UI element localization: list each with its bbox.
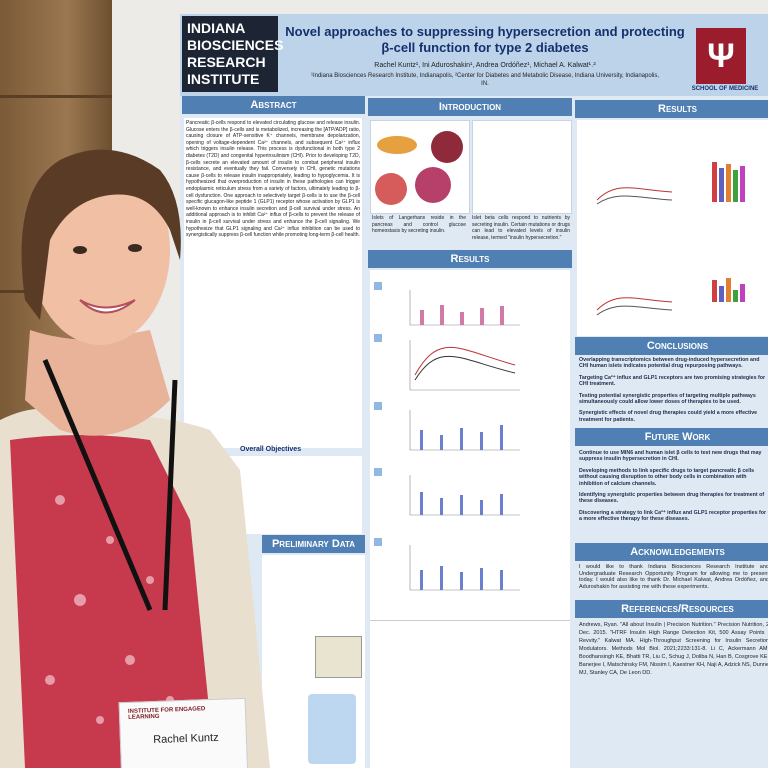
figure-table <box>315 636 362 678</box>
smile <box>79 299 136 314</box>
logo-line: INDIANA <box>187 20 246 36</box>
section-heading: Preliminary Data <box>262 535 365 553</box>
section-heading: Abstract <box>182 96 365 114</box>
bullet: Discovering a strategy to link Ca²⁺ infl… <box>579 509 767 523</box>
section-heading: References/Resources <box>575 600 768 618</box>
badge-name: Rachel Kuntz <box>153 731 219 747</box>
bullet: Testing potential synergistic properties… <box>579 392 756 406</box>
intro-caption: Islet beta cells respond to nutrients by… <box>472 215 570 241</box>
results-right-panel <box>577 120 768 336</box>
section-heading: Results <box>368 250 572 268</box>
intro-figure <box>370 120 470 214</box>
section-heading: Conclusions <box>575 337 768 355</box>
conclusions-list: Overlapping transcriptomics between drug… <box>579 357 768 428</box>
bullet: Targeting Ca²⁺ influx and GLP1 receptors… <box>579 374 766 388</box>
future-list: Continue to use MIN6 and human islet β c… <box>579 450 768 528</box>
poster: INDIANA BIOSCIENCES RESEARCH INSTITUTE N… <box>180 14 768 768</box>
results-figures <box>374 282 520 591</box>
section-heading: Future Work <box>575 428 768 446</box>
bullet: Continue to use MIN6 and human islet β c… <box>579 450 762 463</box>
results-right-figures <box>596 162 745 316</box>
school-label: SCHOOL OF MEDICINE <box>691 86 759 92</box>
neck <box>25 330 170 436</box>
wall-seam <box>0 95 112 98</box>
results-panel <box>370 270 570 620</box>
organ-illustration <box>375 131 463 205</box>
eye <box>128 244 142 252</box>
affiliations: ¹Indiana Biosciences Research Institute,… <box>310 73 660 87</box>
lanyard <box>42 359 178 611</box>
badge-organization: INSTITUTE FOR ENGAGED LEARNING <box>127 706 206 721</box>
bullet: Identifying synergistic properties betwe… <box>579 492 765 505</box>
logo-line: BIOSCIENCES <box>187 37 284 53</box>
eye <box>73 246 87 254</box>
references-text: Andrews, Ryan. "All about Insulin | Prec… <box>579 622 768 676</box>
header-band <box>180 14 768 96</box>
institute-logo: INDIANA BIOSCIENCES RESEARCH INSTITUTE <box>182 16 284 92</box>
intro-diagram <box>472 120 572 214</box>
bullet: Overlapping transcriptomics between drug… <box>579 357 760 370</box>
logo-line: INSTITUTE <box>187 71 260 87</box>
bullet: Synergistic effects of novel drug therap… <box>579 410 758 423</box>
authors: Rachel Kuntz¹, Ini Aduroshakin¹, Andrea … <box>374 62 596 69</box>
section-heading: Introduction <box>368 98 572 116</box>
figure-box <box>308 694 356 764</box>
intro-caption: Islets of Langerhans reside in the pancr… <box>372 215 466 235</box>
iu-logo: Ψ <box>696 28 746 84</box>
section-heading: Results <box>575 100 768 118</box>
hair <box>21 149 181 320</box>
section-heading: Acknowledgements <box>575 543 768 561</box>
section-heading: Overall Objectives <box>240 446 302 453</box>
name-badge: INSTITUTE FOR ENGAGED LEARNING Rachel Ku… <box>118 697 249 768</box>
logo-line: RESEARCH <box>187 54 266 70</box>
bullet: Developing methods to link specific drug… <box>579 467 755 487</box>
poster-title: Novel approaches to suppressing hypersec… <box>285 24 685 55</box>
abstract-text: Pancreatic β-cells respond to elevated c… <box>184 118 362 448</box>
acknowledgements-text: I would like to thank Indiana Bioscience… <box>579 564 768 590</box>
legend-text-box <box>370 620 570 768</box>
dress <box>10 435 215 768</box>
